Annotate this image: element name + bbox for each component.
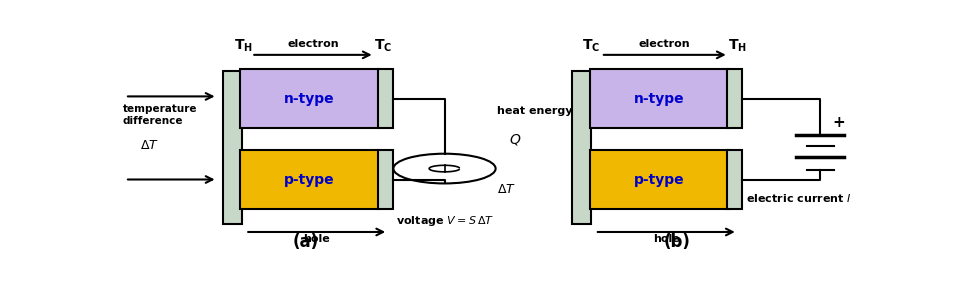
Bar <box>239 150 379 209</box>
Text: n-type: n-type <box>633 92 684 106</box>
Text: p-type: p-type <box>633 172 684 187</box>
Bar <box>377 150 392 209</box>
Text: temperature
difference: temperature difference <box>123 104 197 126</box>
Bar <box>572 71 590 224</box>
Text: hole: hole <box>303 234 329 244</box>
Bar <box>239 69 379 128</box>
Text: electron: electron <box>639 39 690 49</box>
Bar <box>223 71 241 224</box>
Text: hole: hole <box>652 234 679 244</box>
Text: $\mathbf{T_H}$: $\mathbf{T_H}$ <box>728 37 746 54</box>
Text: $\mathbf{T_C}$: $\mathbf{T_C}$ <box>373 37 391 54</box>
Text: $\it{\Delta T}$: $\it{\Delta T}$ <box>140 139 159 152</box>
Bar <box>727 69 741 128</box>
Text: $\mathbf{T_H}$: $\mathbf{T_H}$ <box>234 37 252 54</box>
Text: (a): (a) <box>292 233 318 250</box>
Bar <box>727 150 741 209</box>
Text: n-type: n-type <box>284 92 334 106</box>
Text: $\it{\Delta T}$: $\it{\Delta T}$ <box>496 183 516 196</box>
Text: $\it{Q}$: $\it{Q}$ <box>509 131 521 147</box>
Text: +: + <box>832 115 845 130</box>
Text: (b): (b) <box>664 233 690 250</box>
Bar <box>589 69 728 128</box>
Text: $\mathbf{T_C}$: $\mathbf{T_C}$ <box>581 37 600 54</box>
Bar <box>377 69 392 128</box>
Text: electric current $\it{I}$: electric current $\it{I}$ <box>745 192 851 204</box>
Text: voltage $V = S\,\Delta T$: voltage $V = S\,\Delta T$ <box>395 214 493 228</box>
Text: p-type: p-type <box>284 172 334 187</box>
Bar <box>589 150 728 209</box>
Text: heat energy: heat energy <box>496 106 572 116</box>
Text: electron: electron <box>287 39 338 49</box>
